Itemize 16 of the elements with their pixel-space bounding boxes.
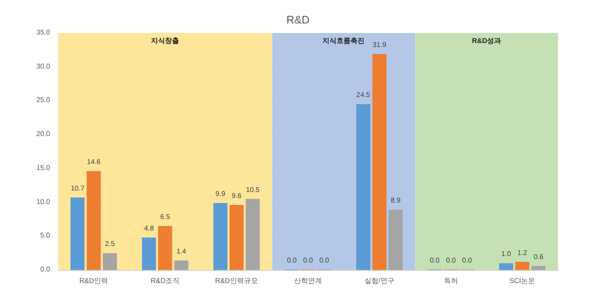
- bar: [70, 198, 85, 270]
- bar: [230, 204, 244, 270]
- bar: [158, 226, 172, 270]
- bar: [356, 104, 370, 270]
- bar: [515, 262, 530, 270]
- bar: [142, 237, 156, 270]
- bar: [372, 54, 386, 270]
- chart-title: R&D: [286, 14, 310, 26]
- bar: [102, 253, 117, 270]
- bar: [246, 198, 260, 270]
- bar: [499, 263, 514, 270]
- bar: [531, 266, 546, 270]
- bar: [388, 210, 403, 270]
- bar: [213, 202, 228, 270]
- bar: [86, 171, 101, 270]
- bar: [174, 260, 188, 270]
